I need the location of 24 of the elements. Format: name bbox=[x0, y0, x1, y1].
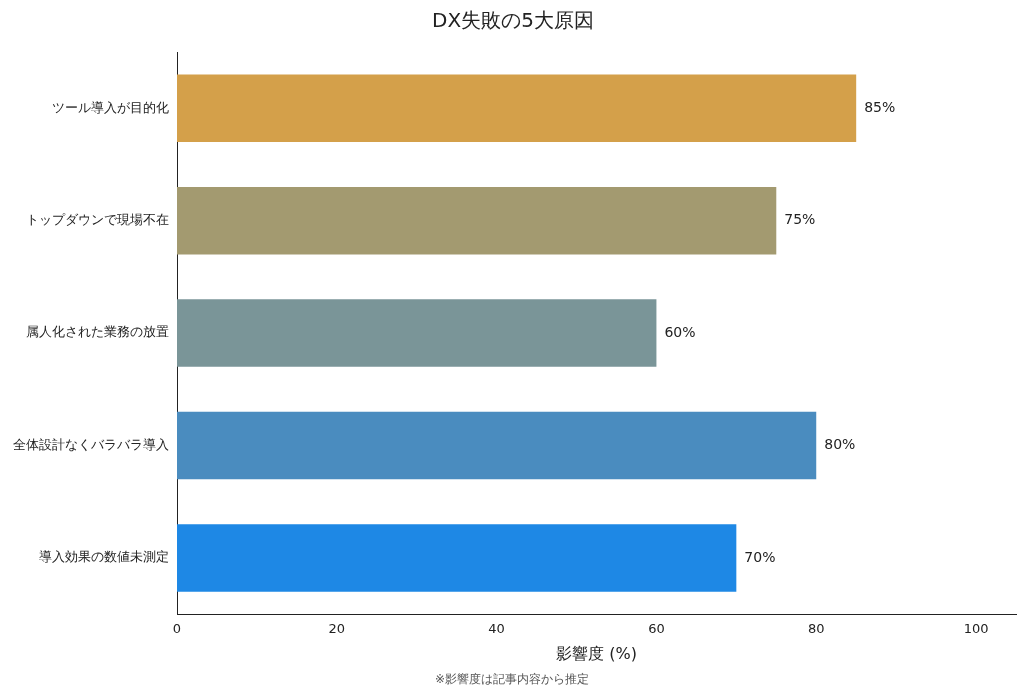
y-tick-label: 属人化された業務の放置 bbox=[26, 324, 169, 340]
bar bbox=[177, 299, 657, 367]
bar bbox=[177, 186, 777, 255]
text: ※影響度は記事内容から推定 bbox=[434, 672, 590, 687]
x-tick-label: 60 bbox=[648, 621, 665, 637]
y-tick-label: ツール導入が目的化 bbox=[52, 99, 169, 115]
x-tick-label: 40 bbox=[488, 621, 505, 637]
x-tick-label: 100 bbox=[963, 621, 989, 637]
data-label: 75% bbox=[784, 211, 816, 228]
y-tick-label: 導入効果の数値未測定 bbox=[39, 549, 169, 565]
x-axis-title: 影響度 (%) bbox=[556, 643, 637, 663]
chart-title: DX失敗の5大原因 bbox=[432, 8, 594, 33]
x-tick-label: 0 bbox=[172, 621, 182, 637]
x-tick-label: 80 bbox=[807, 621, 825, 637]
data-label: 60% bbox=[664, 323, 696, 340]
y-tick-label: トップダウンで現場不在 bbox=[26, 212, 169, 228]
data-label: 80% bbox=[824, 436, 856, 453]
bar bbox=[177, 524, 737, 592]
data-label: 85% bbox=[864, 98, 896, 115]
bar bbox=[177, 74, 857, 142]
y-tick-label: 全体設計なくバラバラ導入 bbox=[13, 436, 169, 452]
data-label: 70% bbox=[744, 548, 776, 565]
x-tick-label: 20 bbox=[328, 621, 346, 637]
bar bbox=[177, 411, 817, 480]
